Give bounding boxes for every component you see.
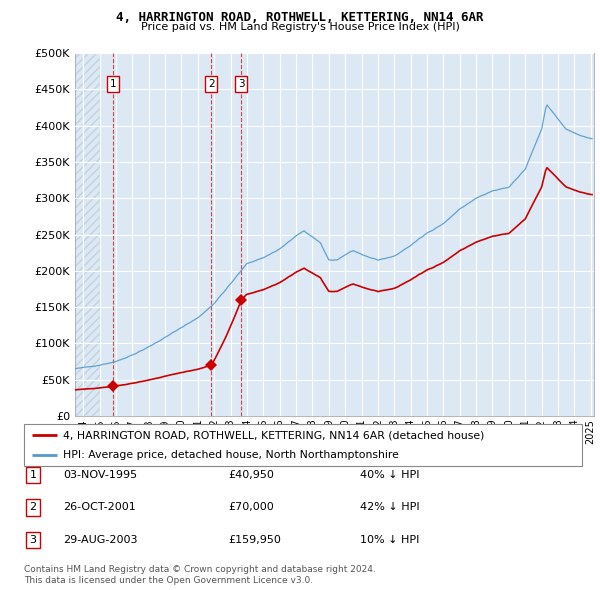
- Text: £70,000: £70,000: [228, 503, 274, 512]
- Text: 4, HARRINGTON ROAD, ROTHWELL, KETTERING, NN14 6AR: 4, HARRINGTON ROAD, ROTHWELL, KETTERING,…: [116, 11, 484, 24]
- Text: 10% ↓ HPI: 10% ↓ HPI: [360, 535, 419, 545]
- Text: 40% ↓ HPI: 40% ↓ HPI: [360, 470, 419, 480]
- Text: 26-OCT-2001: 26-OCT-2001: [63, 503, 136, 512]
- Text: 2: 2: [29, 503, 37, 512]
- Text: 1: 1: [110, 79, 116, 89]
- Text: 3: 3: [238, 79, 245, 89]
- Text: 1: 1: [29, 470, 37, 480]
- Text: 4, HARRINGTON ROAD, ROTHWELL, KETTERING, NN14 6AR (detached house): 4, HARRINGTON ROAD, ROTHWELL, KETTERING,…: [63, 430, 484, 440]
- Text: 03-NOV-1995: 03-NOV-1995: [63, 470, 137, 480]
- Text: Contains HM Land Registry data © Crown copyright and database right 2024.
This d: Contains HM Land Registry data © Crown c…: [24, 565, 376, 585]
- Text: 2: 2: [208, 79, 215, 89]
- Text: 29-AUG-2003: 29-AUG-2003: [63, 535, 137, 545]
- Text: £159,950: £159,950: [228, 535, 281, 545]
- Text: 3: 3: [29, 535, 37, 545]
- Text: £40,950: £40,950: [228, 470, 274, 480]
- Text: HPI: Average price, detached house, North Northamptonshire: HPI: Average price, detached house, Nort…: [63, 450, 399, 460]
- Text: 42% ↓ HPI: 42% ↓ HPI: [360, 503, 419, 512]
- Text: Price paid vs. HM Land Registry's House Price Index (HPI): Price paid vs. HM Land Registry's House …: [140, 22, 460, 32]
